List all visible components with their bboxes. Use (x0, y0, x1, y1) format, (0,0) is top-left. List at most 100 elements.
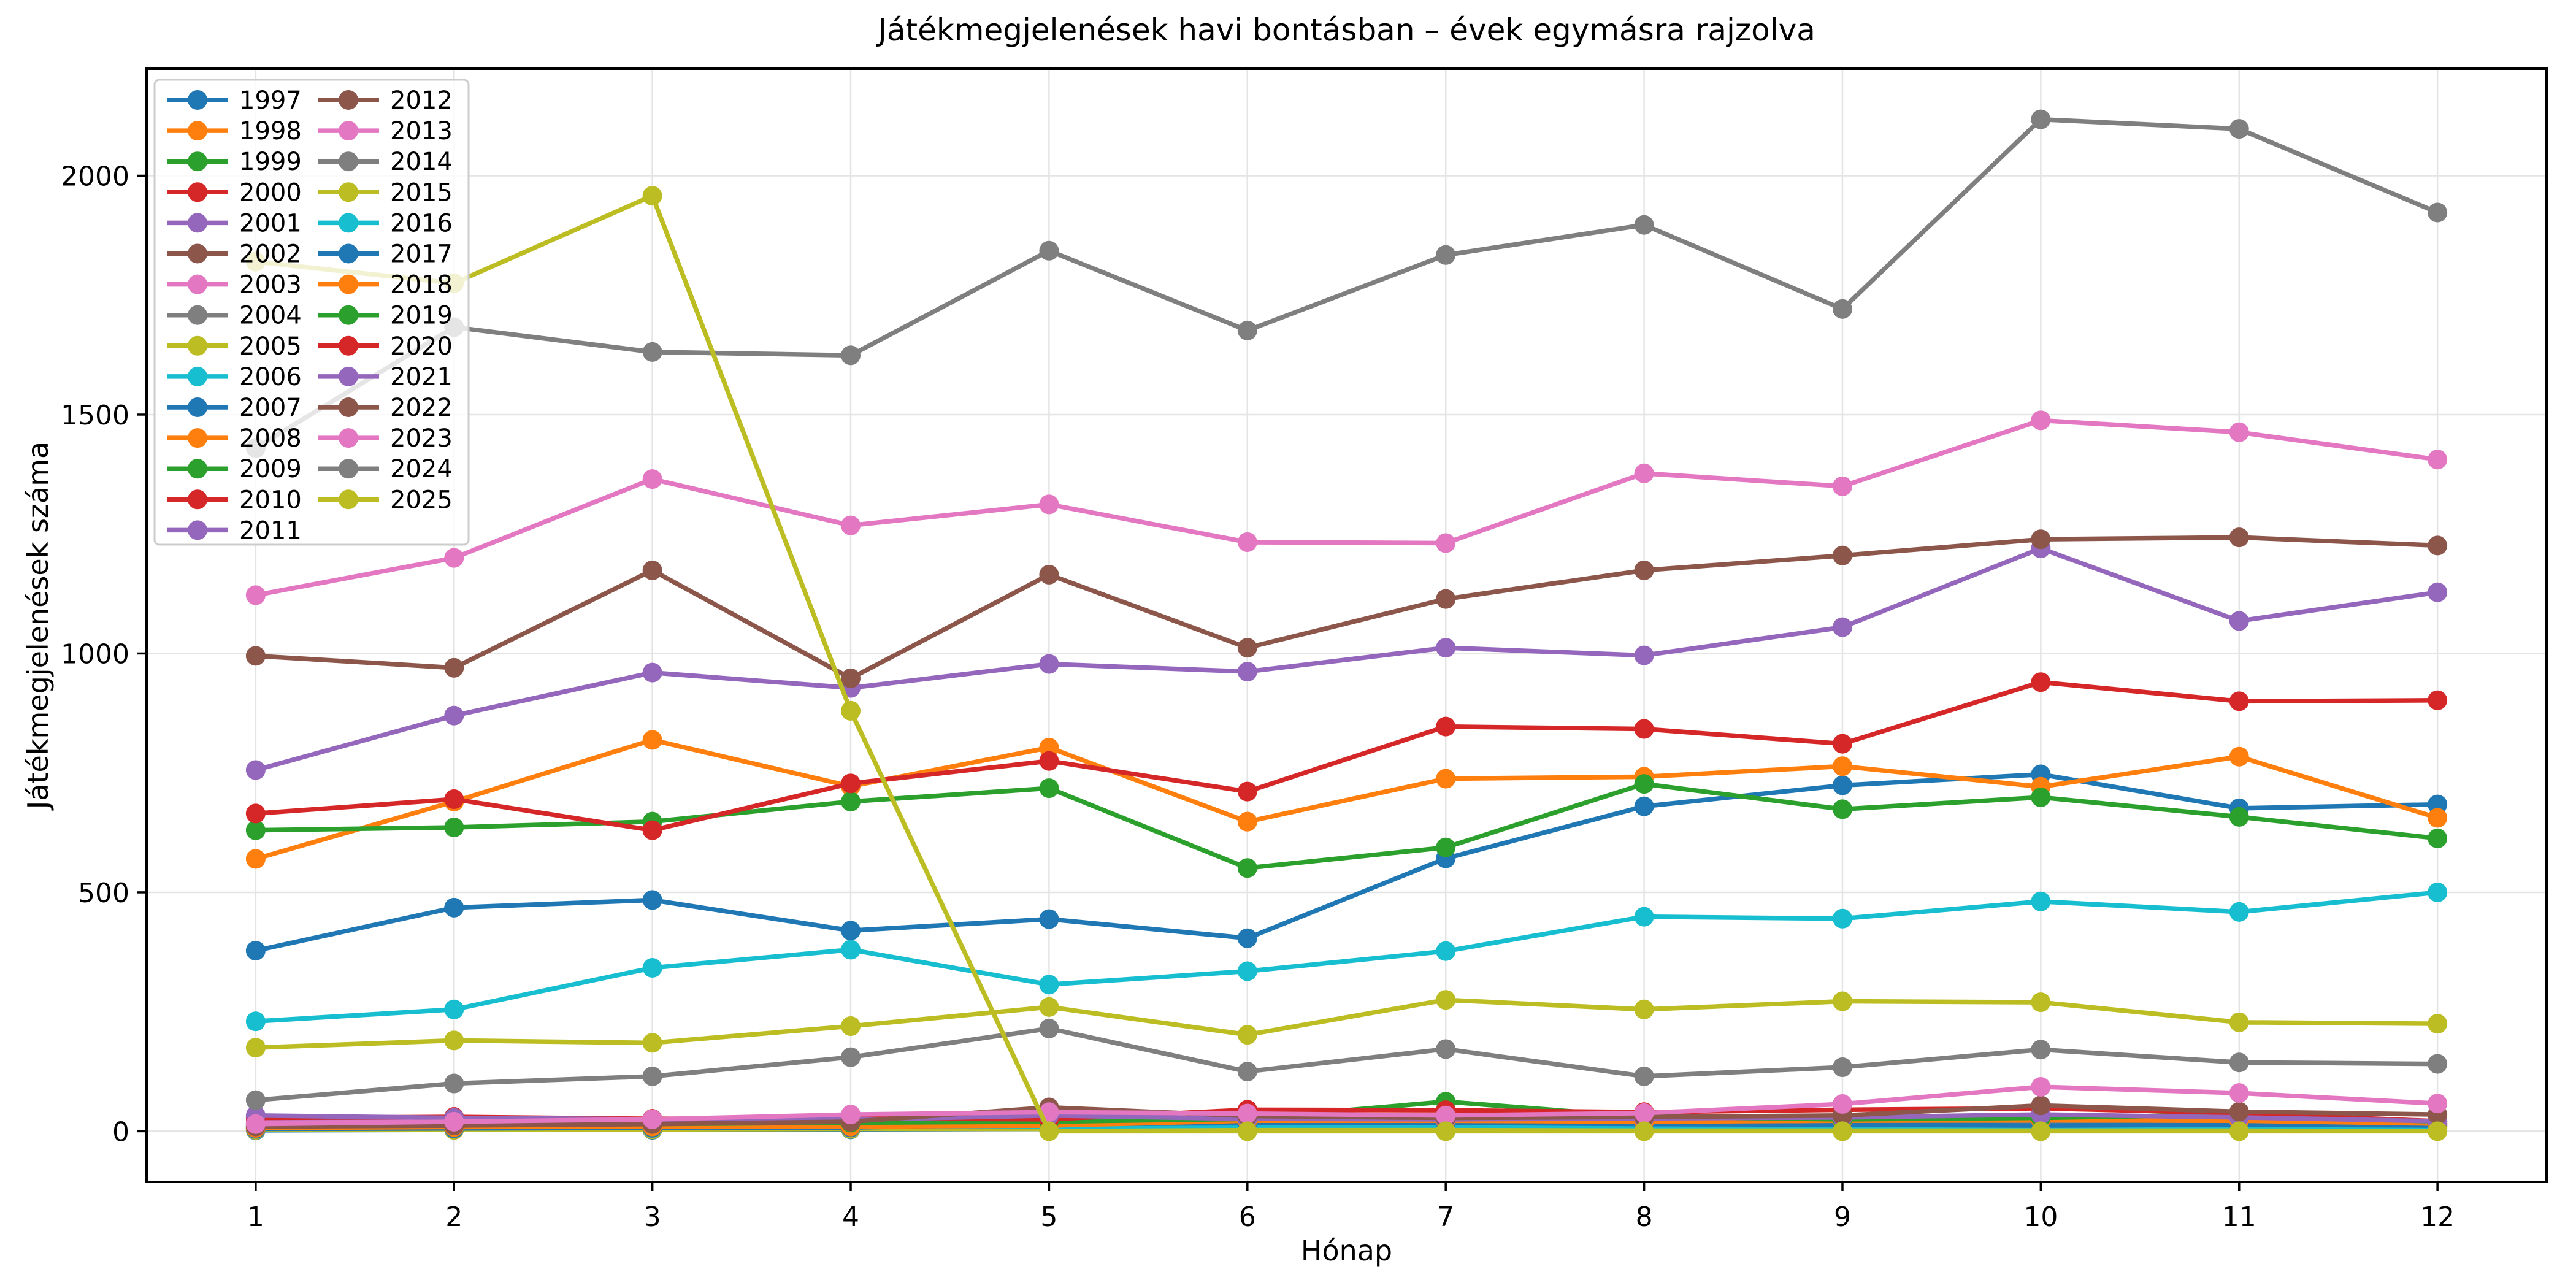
series-marker-2021 (444, 705, 464, 726)
series-marker-2025 (2428, 1121, 2448, 1141)
series-marker-2022 (2031, 529, 2051, 550)
legend-item-label: 2000 (239, 178, 302, 207)
series-marker-2022 (1634, 560, 1654, 580)
legend-marker-sample (339, 366, 358, 386)
series-marker-2019 (1634, 774, 1654, 794)
legend-marker-sample (188, 305, 207, 325)
legend-item-2024: 2024 (318, 455, 453, 483)
series-marker-2015 (245, 1038, 266, 1058)
chart-title: Játékmegjelenések havi bontásban – évek … (876, 12, 1815, 48)
series-marker-2015 (1039, 997, 1059, 1017)
series-marker-2017 (841, 921, 861, 941)
legend-item-2017: 2017 (318, 240, 453, 269)
series-2015 (245, 990, 2448, 1058)
x-tick-label: 12 (2420, 1202, 2455, 1233)
legend-marker-sample (339, 90, 358, 110)
series-marker-2013 (2031, 1076, 2051, 1097)
series-marker-2025 (2031, 1121, 2051, 1141)
series-marker-2019 (1039, 778, 1059, 799)
series-marker-2020 (1634, 719, 1654, 739)
series-marker-2019 (444, 818, 464, 838)
series-marker-2018 (2229, 746, 2249, 767)
legend-item-label: 2007 (239, 394, 302, 422)
series-marker-2016 (1237, 961, 1257, 981)
legend-item-2009: 2009 (167, 455, 302, 483)
legend-marker-sample (188, 182, 207, 202)
series-marker-2024 (2229, 119, 2249, 139)
legend-item-label: 2021 (390, 363, 453, 391)
y-tick-label: 1500 (61, 400, 129, 431)
legend-marker-sample (188, 397, 207, 417)
legend-marker-sample (339, 305, 358, 325)
legend-item-label: 2002 (239, 240, 302, 269)
legend-item-label: 2004 (239, 302, 302, 330)
series-2014 (245, 1018, 2448, 1110)
legend-marker-sample (339, 274, 358, 294)
series-marker-2021 (1237, 662, 1257, 682)
series-marker-2013 (642, 1109, 662, 1129)
series-marker-2015 (2031, 992, 2051, 1013)
series-marker-2017 (1237, 928, 1257, 948)
series-marker-2023 (444, 548, 464, 568)
series-marker-2020 (841, 773, 861, 794)
legend-marker-sample (339, 243, 358, 264)
x-axis-label: Hónap (1301, 1234, 1392, 1267)
legend-marker-sample (188, 489, 207, 510)
series-line-2019 (255, 781, 2438, 870)
legend-item-2004: 2004 (167, 302, 302, 330)
legend-marker-sample (339, 121, 358, 141)
series-marker-2013 (2229, 1083, 2249, 1103)
series-marker-2024 (642, 342, 662, 362)
series-marker-2025 (642, 186, 662, 206)
series-marker-2024 (1832, 299, 1852, 319)
series-marker-2020 (642, 820, 662, 840)
series-marker-2013 (841, 1105, 861, 1125)
series-2018 (245, 730, 2448, 869)
legend-marker-sample (339, 489, 358, 510)
series-marker-2020 (1039, 751, 1059, 771)
series-2016 (245, 882, 2448, 1032)
series-marker-2019 (1436, 837, 1456, 857)
legend-item-2016: 2016 (318, 209, 453, 237)
series-marker-2019 (245, 820, 266, 840)
series-marker-2020 (2229, 691, 2249, 711)
legend-item-label: 2025 (390, 486, 453, 514)
legend-item-2019: 2019 (318, 302, 453, 330)
series-marker-2022 (2229, 527, 2249, 548)
series-marker-2017 (642, 890, 662, 910)
x-tick-label: 1 (247, 1202, 264, 1233)
series-marker-2018 (1832, 756, 1852, 776)
series-marker-2014 (1237, 1062, 1257, 1082)
legend-marker-sample (188, 90, 207, 110)
series-marker-2015 (841, 1016, 861, 1037)
series-marker-2014 (642, 1066, 662, 1086)
series-marker-2020 (2031, 672, 2051, 692)
series-marker-2019 (1237, 858, 1257, 878)
legend-item-label: 2017 (390, 240, 453, 269)
legend-item-label: 2005 (239, 332, 302, 361)
legend-marker-sample (188, 520, 207, 540)
legend-marker-sample (339, 213, 358, 233)
series-line-2012 (255, 1103, 2438, 1129)
series-marker-2016 (2428, 882, 2448, 902)
legend-item-label: 2013 (390, 117, 453, 145)
series-marker-2023 (1237, 532, 1257, 552)
series-marker-2023 (2428, 450, 2448, 470)
series-2022 (245, 527, 2448, 688)
legend-item-2006: 2006 (167, 363, 302, 391)
legend-marker-sample (188, 335, 207, 356)
series-marker-2014 (444, 1073, 464, 1094)
legend-item-label: 1997 (239, 86, 302, 115)
legend-item-2022: 2022 (318, 394, 453, 422)
series-marker-2015 (1436, 990, 1456, 1010)
series-marker-2021 (1436, 638, 1456, 658)
series-marker-2017 (444, 897, 464, 918)
legend-item-2007: 2007 (167, 394, 302, 422)
series-marker-2018 (245, 849, 266, 869)
legend-item-2025: 2025 (318, 486, 453, 514)
series-marker-2024 (841, 345, 861, 366)
series-marker-2023 (1039, 494, 1059, 515)
legend-item-label: 2024 (390, 455, 453, 483)
series-marker-2015 (2428, 1014, 2448, 1034)
legend-item-label: 2023 (390, 424, 453, 453)
